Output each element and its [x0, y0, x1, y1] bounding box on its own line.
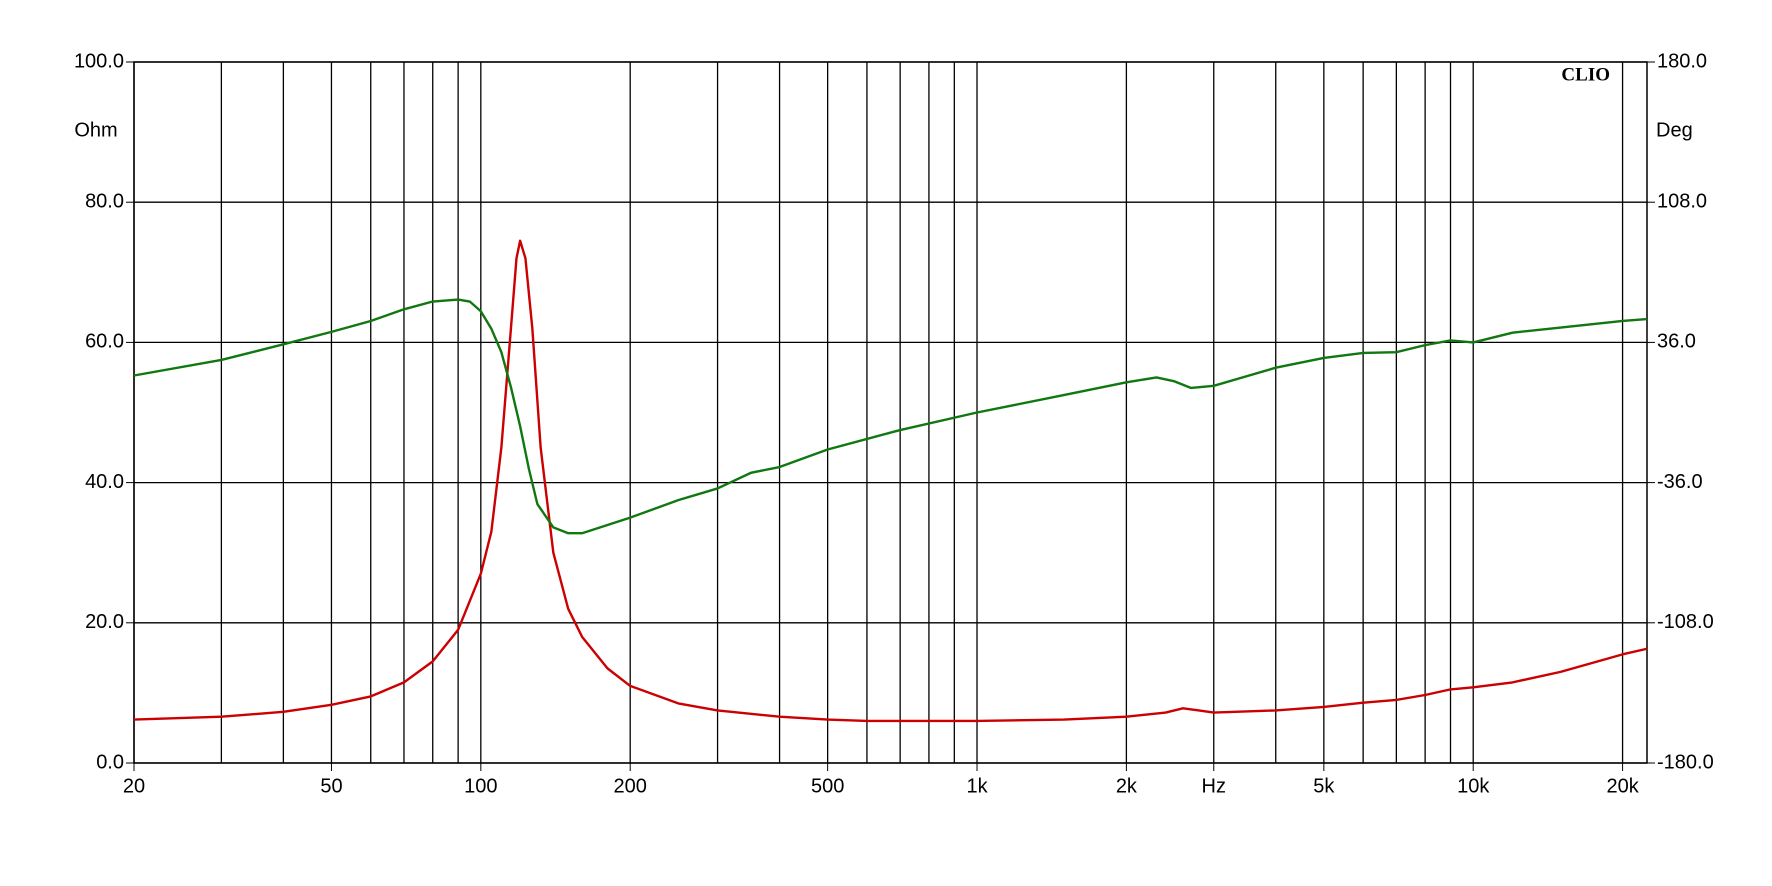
plot-frame — [133, 61, 1648, 764]
x-tick-label: 500 — [811, 775, 844, 797]
y2-tick-label: 180.0 — [1657, 50, 1707, 72]
y2-tick-label: -180.0 — [1657, 751, 1714, 773]
x-tick-label: 5k — [1313, 775, 1335, 797]
y-tick-label: 20.0 — [85, 611, 124, 633]
y2-axis-label: Deg — [1656, 119, 1693, 141]
y-tick-label: 0.0 — [96, 751, 124, 773]
y2-tick-label: 108.0 — [1657, 190, 1707, 212]
y2-tick-label: -108.0 — [1657, 611, 1714, 633]
y2-tick-label: 36.0 — [1657, 331, 1696, 353]
y-axis-label: Ohm — [74, 119, 117, 141]
x-tick-label: 100 — [464, 775, 497, 797]
series-line — [133, 239, 1648, 723]
x-tick-label: 10k — [1457, 775, 1490, 797]
x-tick-label: Hz — [1202, 775, 1226, 797]
y-tick-label: 60.0 — [85, 331, 124, 353]
y-tick-label: 80.0 — [85, 190, 124, 212]
x-tick-label: 2k — [1116, 775, 1138, 797]
y2-tick-label: -36.0 — [1657, 471, 1703, 493]
y-tick-label: 100.0 — [74, 50, 124, 72]
badge: CLIO — [1561, 64, 1610, 85]
x-tick-label: 20 — [123, 775, 145, 797]
x-tick-label: 50 — [320, 775, 342, 797]
y-tick-label: 40.0 — [85, 471, 124, 493]
series-line — [133, 298, 1648, 535]
x-tick-label: 20k — [1606, 775, 1639, 797]
x-tick-label: 1k — [966, 775, 988, 797]
x-tick-label: 200 — [614, 775, 647, 797]
